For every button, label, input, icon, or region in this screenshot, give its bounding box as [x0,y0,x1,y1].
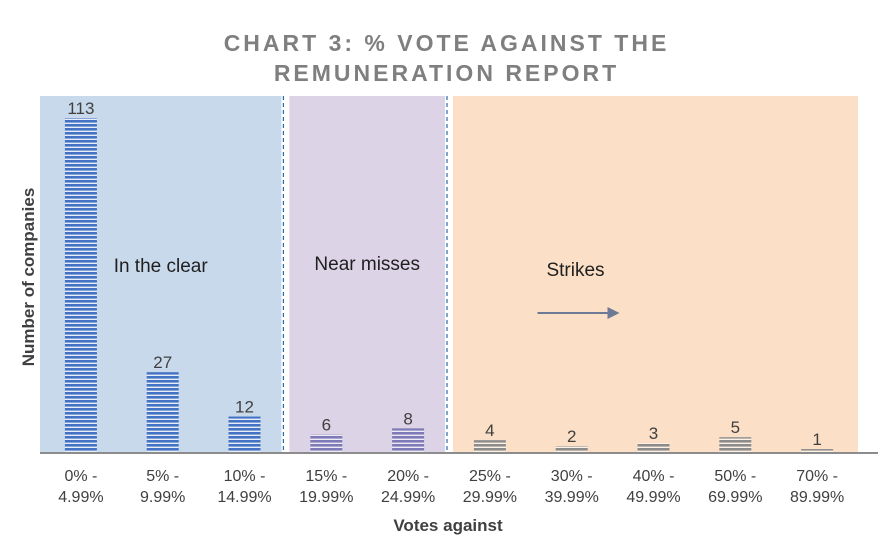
bar-8 [719,437,752,452]
data-label-5: 4 [485,421,494,440]
chart-title-line-1: CHART 3: % VOTE AGAINST THE [223,30,670,56]
x-tick-label-5-0: 25% - [469,468,511,485]
strikes-arrow-head [607,307,620,319]
x-axis: 0% - 4.99% 5% - 9.99% 10% - 14.99% 15% - 19.99%… [40,452,878,506]
x-tick-label-8-1: 69.99% [708,489,762,506]
x-tick-label-8-0: 50% - [714,468,756,485]
data-label-8: 5 [731,418,740,437]
region-label-2: Strikes [546,260,604,281]
bar-3 [310,434,343,452]
x-tick-label-4-0: 20% - [387,468,429,485]
x-tick-label-9-1: 89.99% [790,489,844,506]
x-tick-label-9-0: 70% - [796,468,838,485]
bar-4 [392,428,425,452]
data-labels: 113 27 12 6 8 4 2 3 5 1 [67,99,821,449]
data-label-7: 3 [649,424,658,443]
bars [64,118,834,452]
region-1-background [289,96,445,452]
region-label-0: In the clear [114,256,209,277]
x-tick-label-3-1: 19.99% [299,489,353,506]
bar-2 [228,416,261,452]
x-tick-label-6-1: 39.99% [545,489,599,506]
y-axis-title: Number of companies [19,188,38,367]
region-label-1: Near misses [314,254,420,275]
x-tick-label-2-1: 14.99% [217,489,271,506]
region-2-background [453,96,858,452]
bar-0 [64,118,97,452]
x-tick-label-4-1: 24.99% [381,489,435,506]
data-label-2: 12 [235,398,254,417]
data-label-4: 8 [403,409,412,428]
chart-title-line-2: REMUNERATION REPORT [273,60,620,86]
x-tick-label-7-1: 49.99% [626,489,680,506]
bar-5 [473,440,506,452]
data-label-1: 27 [153,353,172,372]
data-label-3: 6 [322,415,331,434]
x-tick-label-0-0: 0% - [64,468,97,485]
bar-6 [555,446,588,452]
x-tick-label-2-0: 10% - [224,468,266,485]
x-tick-label-3-0: 15% - [305,468,347,485]
x-tick-label-7-0: 40% - [633,468,675,485]
bar-9 [801,449,834,452]
x-axis-title: Votes against [393,516,503,535]
x-tick-label-1-1: 9.99% [140,489,185,506]
x-tick-label-0-1: 4.99% [58,489,103,506]
bar-1 [146,372,179,452]
x-tick-label-6-0: 30% - [551,468,593,485]
bar-7 [637,443,670,452]
x-tick-label-5-1: 29.99% [463,489,517,506]
data-label-9: 1 [812,430,821,449]
x-tick-label-1-0: 5% - [146,468,179,485]
data-label-6: 2 [567,427,576,446]
data-label-0: 113 [67,99,94,118]
region-backgrounds: In the clear Near misses Strikes [40,96,858,452]
